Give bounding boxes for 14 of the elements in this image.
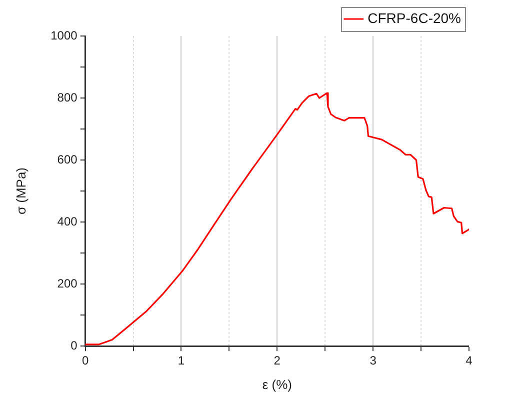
- y-tick-label: 600: [57, 152, 78, 166]
- x-tick-label: 2: [274, 354, 281, 368]
- y-tick-label: 200: [57, 276, 78, 290]
- x-tick-label: 1: [178, 354, 185, 368]
- x-tick-label: 4: [466, 354, 473, 368]
- y-tick-label: 0: [70, 338, 78, 352]
- x-axis-title: ε (%): [262, 376, 292, 392]
- x-tick-label: 3: [370, 354, 377, 368]
- legend-label: CFRP-6C-20%: [368, 10, 462, 26]
- y-tick-label: 400: [57, 214, 78, 228]
- y-tick-label: 1000: [50, 28, 78, 42]
- y-tick-label: 800: [57, 90, 78, 104]
- y-axis-title: σ (MPa): [13, 167, 28, 215]
- x-tick-label: 0: [82, 354, 89, 368]
